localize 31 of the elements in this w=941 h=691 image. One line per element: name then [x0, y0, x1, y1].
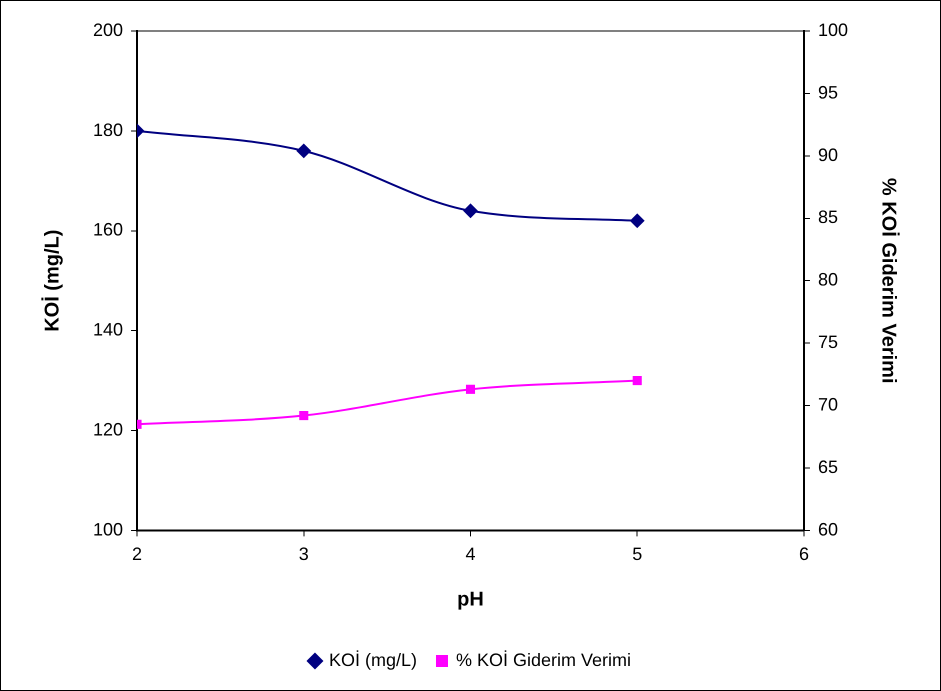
y2-tick-label: 90	[818, 144, 838, 165]
y2-tick-label: 80	[818, 270, 838, 290]
y2-tick-label: 60	[818, 519, 838, 540]
y2-tick-label: 85	[818, 207, 838, 228]
point	[464, 204, 478, 218]
x-axis-title: pH	[457, 588, 484, 611]
point	[630, 214, 644, 228]
y2-tick-label: 95	[818, 82, 838, 102]
y2-tick-label: 75	[818, 332, 838, 352]
legend-label: KOİ (mg/L)	[328, 650, 417, 670]
y-tick-label: 120	[92, 419, 124, 440]
x-tick-label: 3	[298, 544, 309, 564]
x-tick-label: 4	[465, 544, 476, 564]
point	[466, 384, 476, 394]
point	[296, 144, 311, 158]
y-tick-label: 140	[92, 320, 124, 340]
y2-tick-label: 65	[818, 456, 838, 477]
x-tick-label: 5	[632, 544, 642, 564]
y2-axis-title: % KOİ Giderim Verimi	[877, 178, 900, 384]
y-tick-label: 100	[92, 519, 124, 540]
y2-tick-label: 70	[818, 394, 838, 415]
y-tick-label: 160	[92, 220, 124, 240]
y-tick-label: 200	[92, 20, 124, 40]
point	[632, 376, 642, 386]
y-axis-title: KOİ (mg/L)	[40, 230, 64, 332]
x-tick-label: 6	[798, 544, 809, 564]
x-tick-label: 2	[132, 544, 142, 564]
y-tick-label: 180	[92, 120, 124, 140]
y2-tick-label: 100	[818, 20, 848, 40]
point	[299, 411, 308, 420]
legend-label: % KOİ Giderim Verimi	[456, 650, 632, 670]
